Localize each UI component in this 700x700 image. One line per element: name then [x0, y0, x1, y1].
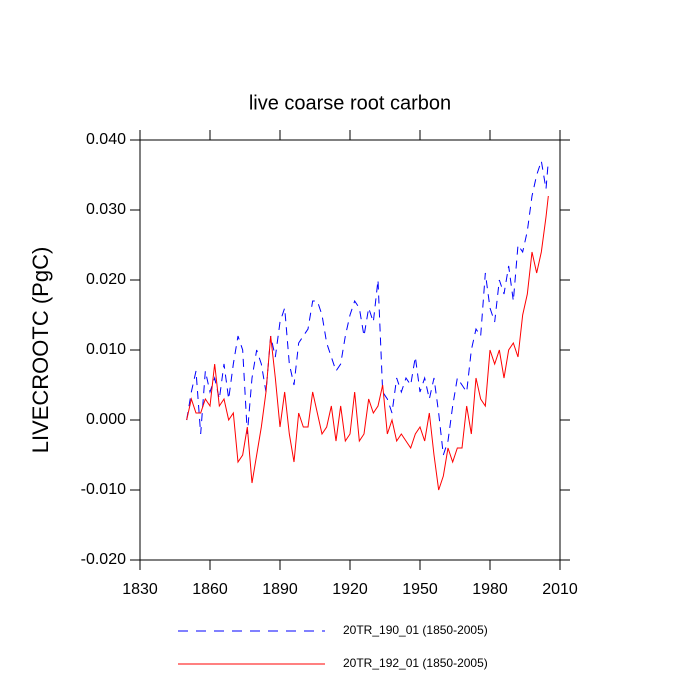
legend-label: 20TR_192_01 (1850-2005)	[343, 656, 488, 670]
y-tick-label: 0.040	[86, 131, 126, 148]
x-tick-label: 1830	[122, 581, 158, 598]
y-tick-label: -0.010	[81, 481, 126, 498]
legend-label: 20TR_190_01 (1850-2005)	[343, 623, 488, 637]
chart-title: live coarse root carbon	[249, 92, 451, 114]
series-line	[186, 195, 549, 491]
x-tick-label: 1950	[402, 581, 438, 598]
y-axis-label: LIVECROOTC (PgC)	[28, 247, 53, 454]
x-tick-label: 1980	[472, 581, 508, 598]
y-tick-label: 0.010	[86, 341, 126, 358]
x-tick-label: 1920	[332, 581, 368, 598]
y-tick-label: -0.020	[81, 551, 126, 568]
plot-frame	[139, 139, 561, 561]
x-tick-label: 2010	[542, 581, 578, 598]
y-tick-label: 0.000	[86, 411, 126, 428]
y-tick-label: 0.020	[86, 271, 126, 288]
x-tick-label: 1890	[262, 581, 298, 598]
series-line	[186, 160, 549, 456]
x-tick-label: 1860	[192, 581, 228, 598]
y-tick-label: 0.030	[86, 201, 126, 218]
